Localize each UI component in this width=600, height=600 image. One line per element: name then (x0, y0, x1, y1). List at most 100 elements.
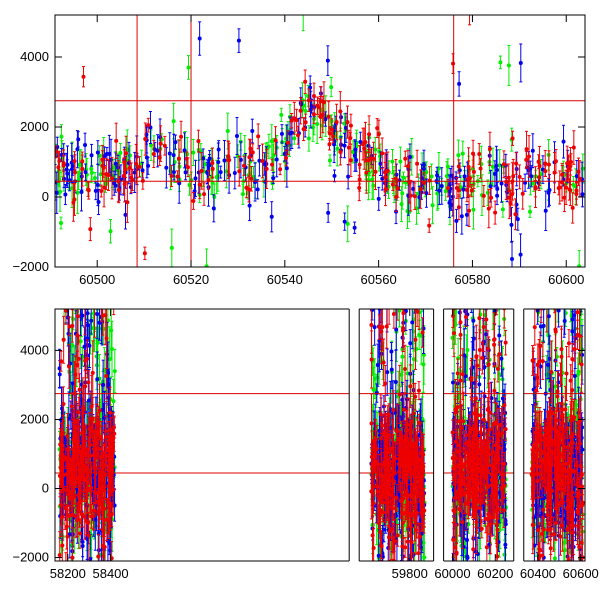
data-point (343, 125, 348, 130)
x-tick-label: 60560 (361, 272, 397, 287)
data-point (531, 181, 536, 186)
data-point (210, 166, 215, 171)
data-point (577, 264, 582, 267)
data-point (506, 175, 511, 180)
data-point (244, 185, 249, 190)
data-point (184, 156, 189, 161)
data-point (478, 166, 483, 171)
data-point (83, 143, 88, 148)
data-point (89, 170, 94, 175)
data-point (559, 180, 564, 185)
data-point (339, 115, 344, 120)
data-point (303, 120, 308, 125)
data-point (390, 182, 395, 187)
data-point (122, 160, 127, 165)
data-point (399, 202, 404, 207)
x-tick-label: 60600 (548, 272, 584, 287)
data-point (332, 173, 337, 178)
data-point (562, 195, 567, 200)
data-point (80, 159, 85, 164)
data-point (460, 151, 465, 156)
data-point (373, 169, 378, 174)
data-point (495, 167, 500, 172)
data-point (327, 142, 332, 147)
data-point (394, 194, 399, 199)
data-point (102, 154, 107, 159)
data-point (125, 200, 130, 205)
data-point (95, 183, 100, 188)
data-point (421, 362, 426, 367)
data-point (113, 161, 118, 166)
data-point (464, 212, 469, 217)
data-point (411, 186, 416, 191)
data-point (533, 186, 538, 191)
data-point (247, 155, 252, 160)
data-point (123, 212, 128, 217)
data-point (345, 221, 350, 226)
data-point (414, 346, 419, 351)
data-point (311, 112, 316, 117)
data-points (57, 302, 585, 561)
data-point (386, 184, 391, 189)
data-point (197, 36, 202, 41)
data-point (346, 145, 351, 150)
data-point (530, 148, 535, 153)
data-point (417, 332, 422, 337)
data-point (187, 182, 192, 187)
data-point (564, 185, 569, 190)
data-point (462, 174, 467, 179)
data-point (164, 165, 169, 170)
data-point (315, 103, 320, 108)
data-point (110, 176, 115, 181)
data-point (79, 189, 84, 194)
data-point (171, 119, 176, 124)
data-point (93, 188, 98, 193)
data-point (574, 174, 579, 179)
data-point (298, 108, 303, 113)
data-point (571, 182, 576, 187)
data-point (129, 175, 134, 180)
data-point (487, 146, 492, 151)
data-point (108, 229, 113, 234)
data-point (369, 156, 374, 161)
data-point (408, 193, 413, 198)
data-point (380, 151, 385, 156)
data-point (524, 157, 529, 162)
data-point (266, 144, 271, 149)
data-point (418, 187, 423, 192)
data-point (62, 304, 66, 308)
data-point (183, 170, 188, 175)
data-point (55, 190, 59, 195)
data-point (561, 139, 566, 144)
data-point (510, 136, 515, 141)
data-point (571, 145, 576, 150)
data-point (376, 196, 381, 201)
data-point (55, 149, 59, 154)
data-point (520, 191, 525, 196)
data-point (303, 79, 308, 84)
data-point (376, 132, 381, 137)
data-point (338, 109, 343, 114)
data-point (471, 151, 476, 156)
data-point (495, 186, 500, 191)
data-point (134, 161, 139, 166)
data-point (77, 162, 82, 167)
data-point (390, 159, 395, 164)
data-point (427, 178, 432, 183)
data-point (292, 116, 297, 121)
data-point (400, 191, 405, 196)
data-point (59, 152, 64, 157)
data-point (393, 302, 397, 306)
y-tick-label: 0 (42, 189, 49, 204)
data-point (97, 153, 102, 158)
data-point (225, 129, 230, 134)
data-point (449, 173, 454, 178)
data-point (98, 172, 103, 177)
data-point (114, 138, 119, 143)
data-point (546, 162, 551, 167)
data-point (456, 205, 461, 210)
data-point (257, 158, 262, 163)
data-point (329, 85, 334, 90)
data-point (412, 194, 417, 199)
data-point (469, 188, 474, 193)
